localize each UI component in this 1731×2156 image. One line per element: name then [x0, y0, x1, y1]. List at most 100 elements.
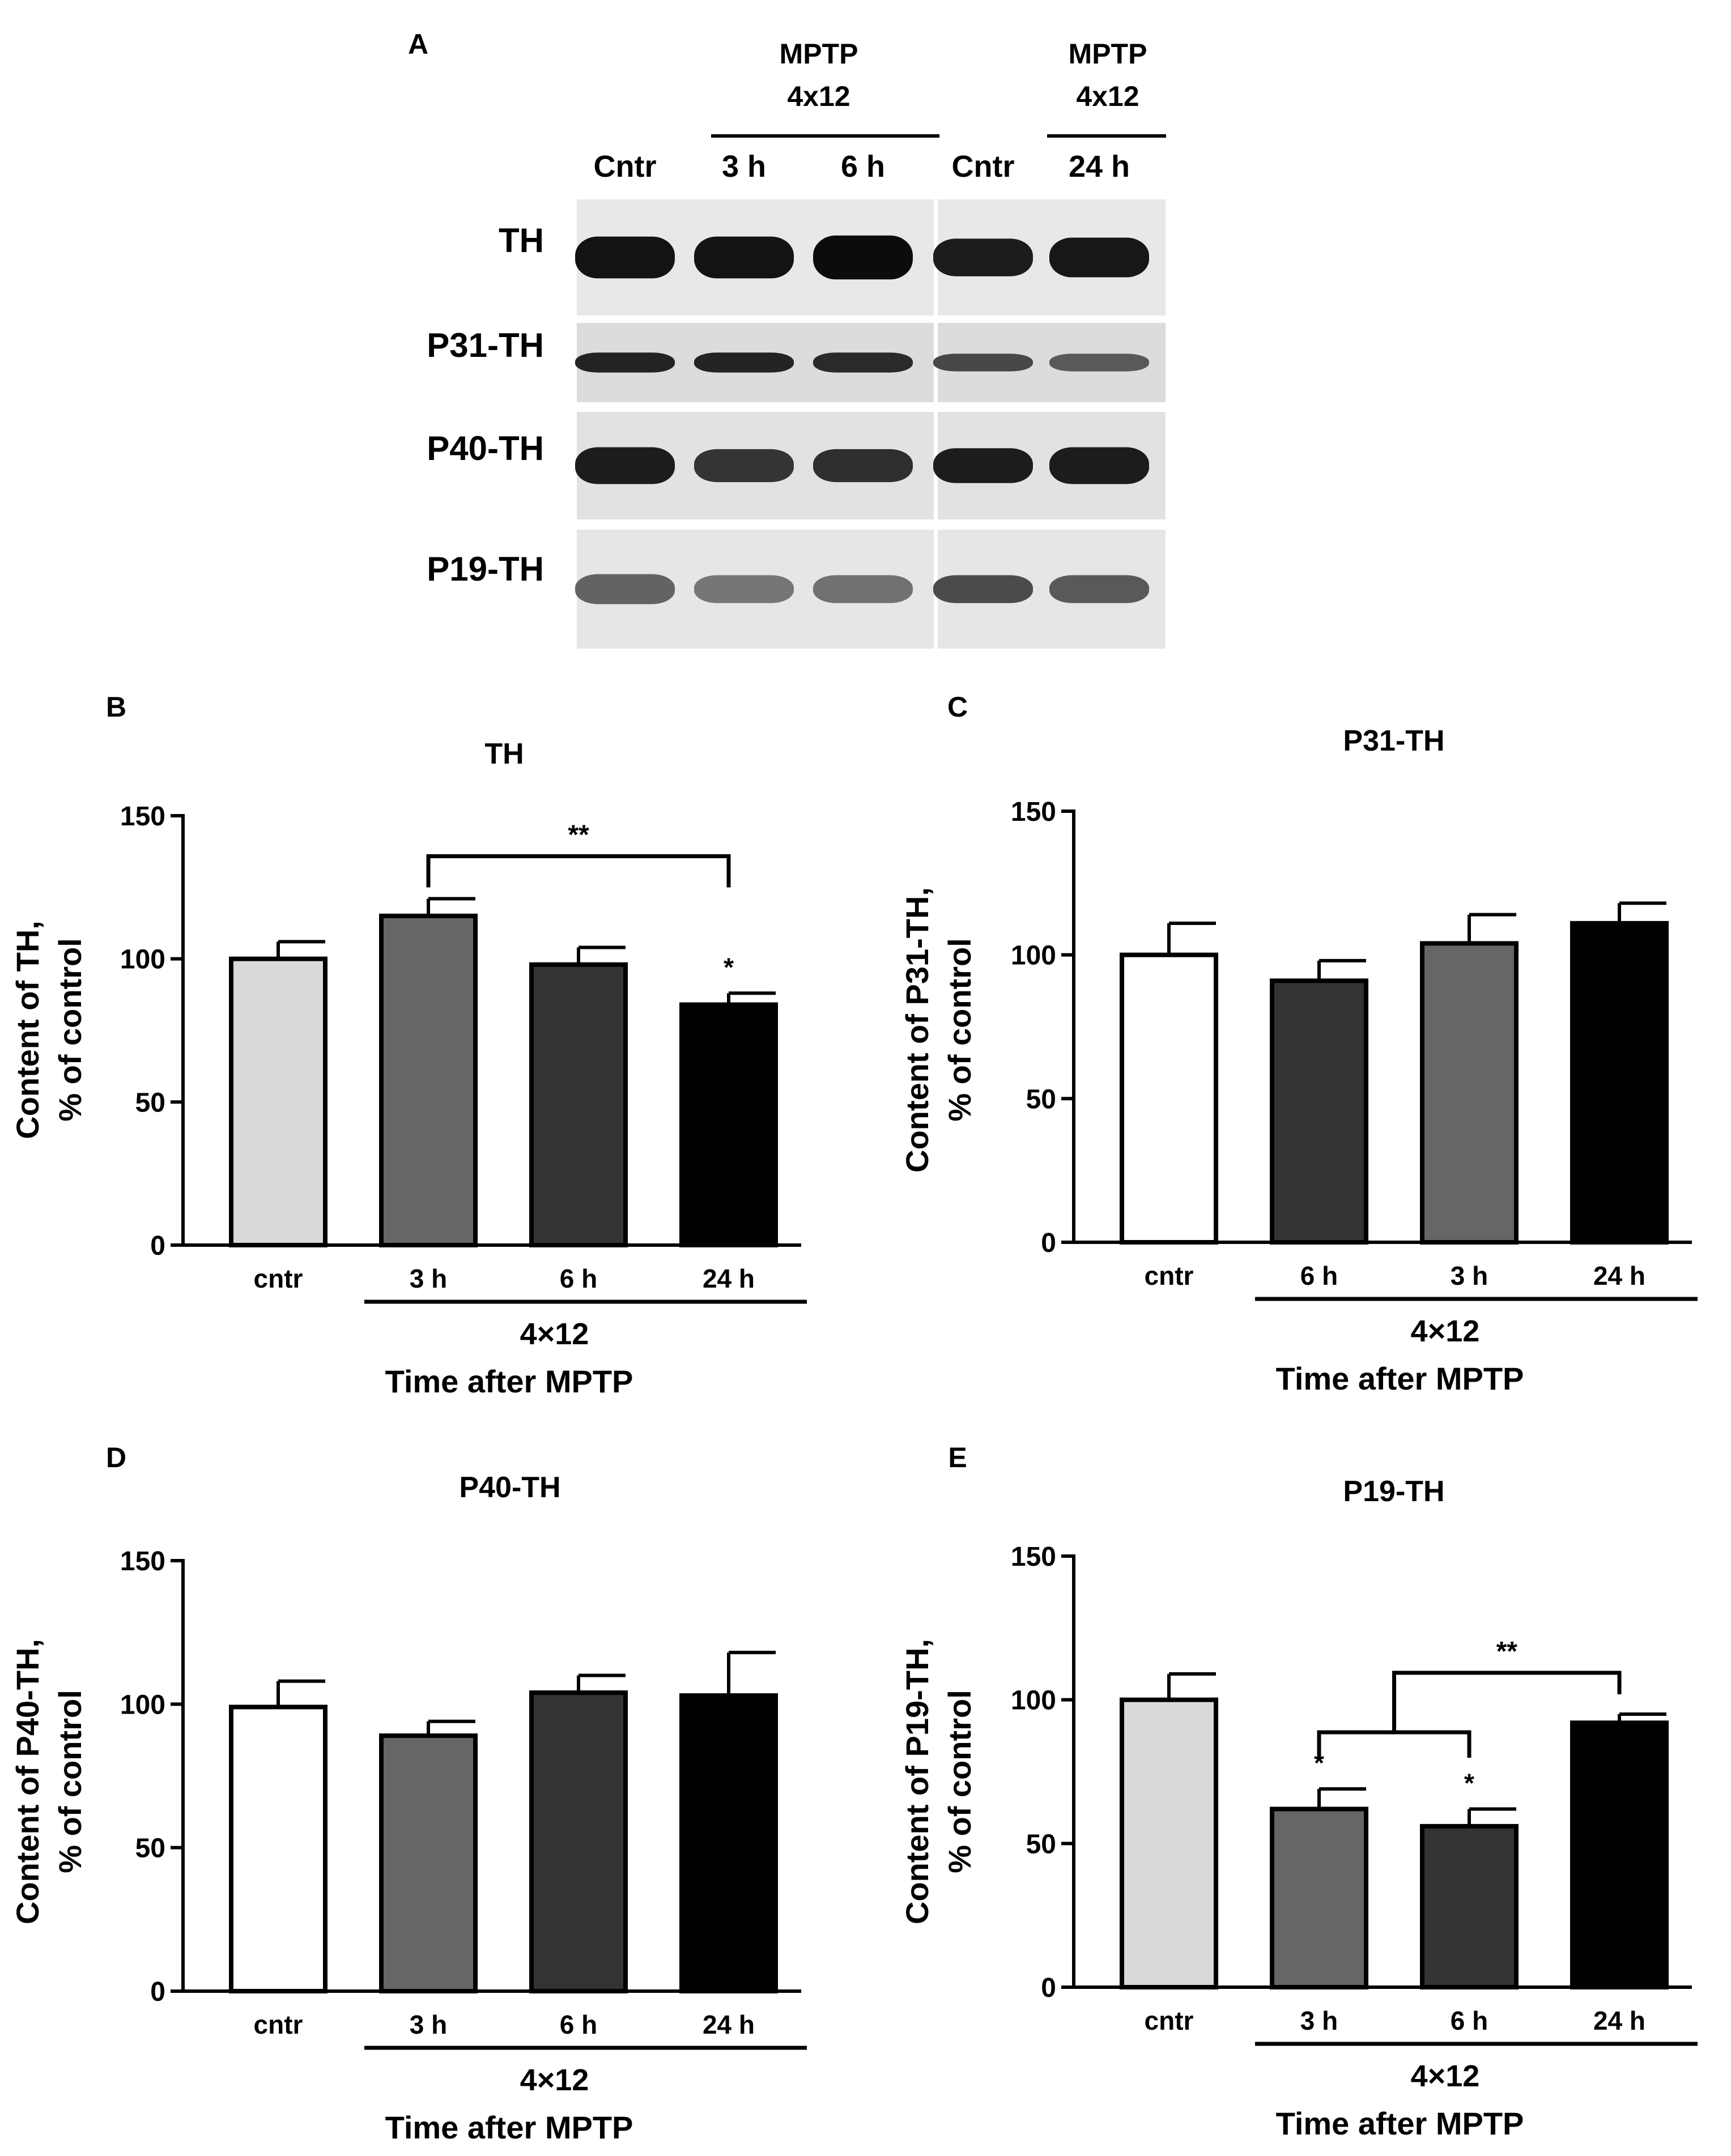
blot-row-label-2: P40-TH	[427, 429, 544, 467]
blot-band-2-2	[813, 449, 913, 483]
panel-letter-c: C	[947, 691, 968, 723]
significance-bracket-b-0	[426, 854, 731, 888]
y-axis-label-b-line2: % of control	[52, 938, 88, 1122]
blot-band-1-1	[694, 352, 794, 373]
blot-band-0-2	[813, 235, 913, 280]
blot-band-3-3	[933, 575, 1033, 603]
x-axis-label-c: Time after MPTP	[1276, 1361, 1524, 1396]
bar-b-0	[229, 956, 328, 1247]
y-axis-label-c-line2: % of control	[942, 938, 977, 1122]
chart-title-c: P31-TH	[1343, 725, 1444, 757]
panel-d-chart: D P40-TH Content of P40-TH,% of control 0 50…	[10, 1442, 807, 2145]
y-tick-label-e-0: 0	[1041, 1973, 1056, 2003]
x-tick-label-b-1: 3 h	[410, 1264, 447, 1293]
lane-label-4: 24 h	[1069, 150, 1130, 184]
x-axis-label-e: Time after MPTP	[1276, 2106, 1524, 2141]
y-axis-label-e-line1: Content of P19-TH,	[899, 1639, 935, 1924]
panel-letter-d: D	[106, 1442, 126, 1473]
y-tick-label-b-1: 50	[135, 1088, 165, 1118]
blot-band-2-3	[933, 448, 1033, 483]
x-tick-label-b-3: 24 h	[703, 1264, 755, 1293]
panel-c-chart: C P31-TH Content of P31-TH,% of control 0 50…	[899, 691, 1698, 1396]
x-tick-label-d-1: 3 h	[410, 2010, 447, 2039]
significance-star-b-0: *	[724, 952, 734, 982]
y-tick-label-d-2: 100	[120, 1690, 165, 1720]
blot-band-0-1	[694, 236, 794, 279]
x-tick-label-b-2: 6 h	[560, 1264, 597, 1293]
y-axis-label-d-line1: Content of P40-TH,	[10, 1639, 45, 1924]
x-tick-label-b-0: cntr	[254, 1264, 303, 1293]
x-tick-label-e-3: 24 h	[1593, 2006, 1645, 2035]
panel-letter-e: E	[948, 1442, 967, 1473]
y-tick-label-b-3: 150	[120, 802, 165, 832]
blot-band-0-3	[933, 238, 1033, 276]
blot-band-3-0	[575, 574, 675, 604]
bar-b-2	[529, 962, 628, 1247]
x-tick-label-e-0: cntr	[1145, 2006, 1194, 2035]
y-tick-label-b-0: 0	[150, 1231, 165, 1261]
blot-band-2-4	[1049, 447, 1149, 484]
group-header-2-line1: MPTP	[1069, 38, 1147, 70]
x-tick-label-c-0: cntr	[1145, 1261, 1194, 1290]
bar-c-1	[1270, 978, 1368, 1245]
x-tick-label-e-2: 6 h	[1451, 2006, 1488, 2035]
blot-band-3-1	[694, 575, 794, 603]
panel-b-chart: B TH Content of TH,% of control 0 50 100 150 cn…	[10, 691, 807, 1399]
significance-bracket-outer-e-0	[1392, 1671, 1622, 1732]
bar-d-2	[529, 1690, 628, 1993]
y-tick-label-c-2: 100	[1011, 941, 1056, 971]
bar-c-0	[1120, 952, 1218, 1245]
blot-band-1-0	[575, 352, 675, 373]
x-axis-label-b: Time after MPTP	[385, 1364, 633, 1399]
y-axis-label-b-line1: Content of TH,	[10, 921, 45, 1139]
group-label-c: 4×12	[1411, 1314, 1480, 1348]
significance-star-e-1: *	[1464, 1768, 1474, 1797]
bar-c-3	[1570, 921, 1669, 1245]
lane-label-0: Cntr	[594, 150, 657, 184]
significance-bracket-inner-e-0	[1317, 1730, 1471, 1758]
lane-label-1: 3 h	[722, 150, 766, 184]
bar-d-0	[229, 1705, 328, 1993]
blot-band-1-2	[813, 352, 913, 373]
group-header-1-line1: MPTP	[780, 38, 858, 70]
y-tick-label-e-2: 100	[1011, 1686, 1056, 1716]
y-tick-label-d-0: 0	[150, 1977, 165, 2007]
blot-row-label-3: P19-TH	[427, 550, 544, 588]
bar-e-2	[1420, 1823, 1519, 1989]
bar-e-3	[1570, 1720, 1669, 1990]
blot-band-3-4	[1049, 575, 1149, 603]
blot-row-label-0: TH	[499, 221, 544, 259]
blot-band-2-1	[694, 449, 794, 483]
group-label-d: 4×12	[520, 2063, 589, 2097]
blot-band-2-0	[575, 447, 675, 484]
chart-title-d: P40-TH	[459, 1471, 560, 1504]
y-tick-label-d-3: 150	[120, 1546, 165, 1576]
y-tick-label-c-3: 150	[1011, 797, 1056, 827]
y-tick-label-e-3: 150	[1011, 1542, 1056, 1572]
y-tick-label-c-0: 0	[1041, 1228, 1056, 1258]
bar-d-3	[679, 1693, 778, 1993]
group-label-b: 4×12	[520, 1317, 589, 1351]
chart-title-e: P19-TH	[1343, 1475, 1444, 1508]
x-axis-label-d: Time after MPTP	[385, 2110, 633, 2145]
x-tick-label-c-2: 3 h	[1451, 1261, 1488, 1290]
significance-label-e-0: **	[1496, 1637, 1518, 1667]
y-axis-label-d-line2: % of control	[52, 1690, 88, 1873]
group-header-2-line2: 4x12	[1076, 80, 1139, 112]
y-axis-label-e-line2: % of control	[942, 1690, 977, 1873]
y-tick-label-e-1: 50	[1026, 1829, 1056, 1859]
blot-band-1-4	[1049, 353, 1149, 372]
bar-d-1	[379, 1733, 478, 1993]
significance-label-b-0: **	[568, 820, 589, 850]
lane-label-2: 6 h	[841, 150, 885, 184]
bar-b-1	[379, 913, 478, 1248]
panel-letter-b: B	[106, 691, 126, 723]
blot-row-label-1: P31-TH	[427, 326, 544, 364]
blot-band-0-4	[1049, 237, 1149, 278]
bar-b-3	[679, 1002, 778, 1248]
blot-band-1-3	[933, 353, 1033, 372]
panel-letter-a: A	[408, 28, 428, 60]
blot-band-3-2	[813, 575, 913, 603]
bar-e-0	[1120, 1697, 1218, 1990]
